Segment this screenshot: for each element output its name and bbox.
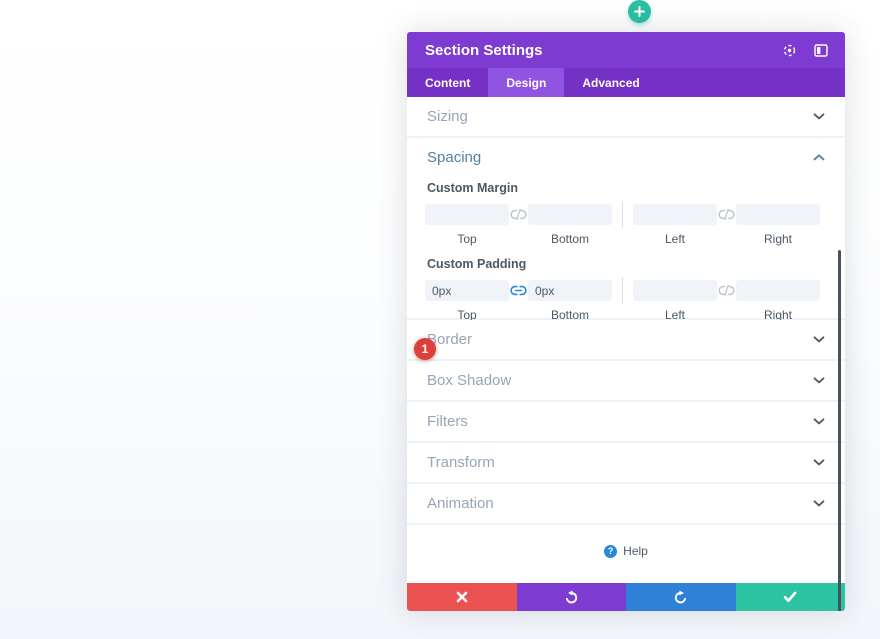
- toggle-border-label: Border: [427, 331, 473, 348]
- close-icon: [456, 591, 468, 603]
- margin-bottom-label: Bottom: [550, 232, 589, 246]
- tab-content[interactable]: Content: [425, 75, 471, 90]
- check-icon: [783, 591, 797, 603]
- padding-left-input[interactable]: [633, 280, 717, 301]
- discard-button[interactable]: [407, 583, 517, 611]
- add-section-button[interactable]: [628, 0, 651, 23]
- margin-horizontal-unlink-icon[interactable]: [717, 209, 736, 220]
- fields-divider: [622, 277, 623, 304]
- preview-icon[interactable]: [781, 42, 797, 58]
- modal-title: Section Settings: [425, 41, 543, 59]
- margin-fields-row: [407, 201, 845, 228]
- modal-header-actions: [781, 42, 829, 58]
- margin-top-input[interactable]: [425, 204, 509, 225]
- section-settings-modal: Section Settings Content Design Advanced: [407, 32, 845, 611]
- save-button[interactable]: [735, 583, 845, 611]
- toggle-box-shadow-label: Box Shadow: [427, 372, 512, 389]
- padding-labels-row: Top Bottom Left Right: [407, 308, 845, 322]
- toggle-transform[interactable]: Transform: [407, 443, 845, 482]
- toggle-filters[interactable]: Filters: [407, 402, 845, 441]
- modal-footer: ? Help: [407, 525, 845, 583]
- margin-left-label: Left: [664, 232, 685, 246]
- padding-right-label: Right: [763, 308, 792, 322]
- tab-design[interactable]: Design: [488, 68, 565, 97]
- chevron-down-icon: [813, 336, 825, 343]
- padding-vertical-link-icon[interactable]: [509, 285, 528, 296]
- chevron-down-icon: [813, 459, 825, 466]
- custom-padding-label: Custom Padding: [427, 257, 527, 271]
- toggle-transform-label: Transform: [427, 454, 495, 471]
- help-question-icon: ?: [604, 544, 618, 558]
- padding-left-label: Left: [664, 308, 685, 322]
- modal-action-bar: [407, 583, 845, 611]
- toggle-border[interactable]: Border: [407, 320, 845, 359]
- chevron-down-icon: [813, 377, 825, 384]
- margin-bottom-input[interactable]: [528, 204, 612, 225]
- plus-icon: [634, 6, 645, 17]
- toggle-sizing-label: Sizing: [427, 108, 468, 125]
- undo-icon: [564, 589, 579, 605]
- margin-right-input[interactable]: [736, 204, 820, 225]
- settings-tabbar: Content Design Advanced: [407, 68, 845, 97]
- margin-right-label: Right: [763, 232, 792, 246]
- custom-margin-label: Custom Margin: [427, 181, 518, 195]
- margin-top-label: Top: [457, 232, 477, 246]
- padding-top-input[interactable]: [425, 280, 509, 301]
- modal-body: Sizing Spacing Custom Margin: [407, 97, 845, 611]
- toggle-sizing[interactable]: Sizing: [407, 97, 845, 136]
- custom-padding-group: Custom Padding: [407, 257, 845, 322]
- toggle-filters-label: Filters: [427, 413, 468, 430]
- toggle-animation[interactable]: Animation: [407, 484, 845, 523]
- chevron-down-icon: [813, 418, 825, 425]
- help-label: Help: [623, 544, 648, 558]
- expand-columns-icon[interactable]: [813, 42, 829, 58]
- spacing-panel: Spacing Custom Margin: [407, 138, 845, 322]
- custom-margin-group: Custom Margin: [407, 181, 845, 246]
- redo-icon: [673, 589, 688, 605]
- toggle-spacing[interactable]: Spacing: [407, 138, 845, 177]
- padding-bottom-input[interactable]: [528, 280, 612, 301]
- chevron-up-icon: [813, 154, 825, 161]
- padding-horizontal-unlink-icon[interactable]: [717, 285, 736, 296]
- tab-advanced[interactable]: Advanced: [582, 75, 640, 90]
- padding-right-input[interactable]: [736, 280, 820, 301]
- margin-left-input[interactable]: [633, 204, 717, 225]
- undo-button[interactable]: [516, 583, 626, 611]
- toggle-animation-label: Animation: [427, 495, 494, 512]
- modal-header: Section Settings: [407, 32, 845, 68]
- margin-labels-row: Top Bottom Left Right: [407, 232, 845, 246]
- padding-top-label: Top: [457, 308, 477, 322]
- margin-vertical-unlink-icon[interactable]: [509, 209, 528, 220]
- help-link[interactable]: ? Help: [604, 544, 648, 558]
- padding-bottom-label: Bottom: [550, 308, 589, 322]
- fields-divider: [622, 201, 623, 228]
- toggle-box-shadow[interactable]: Box Shadow: [407, 361, 845, 400]
- annotation-badge-1: 1: [414, 338, 436, 360]
- modal-scrollbar[interactable]: [838, 250, 841, 611]
- chevron-down-icon: [813, 500, 825, 507]
- toggle-spacing-label: Spacing: [427, 149, 482, 166]
- chevron-down-icon: [813, 113, 825, 120]
- padding-fields-row: [407, 277, 845, 304]
- redo-button[interactable]: [626, 583, 736, 611]
